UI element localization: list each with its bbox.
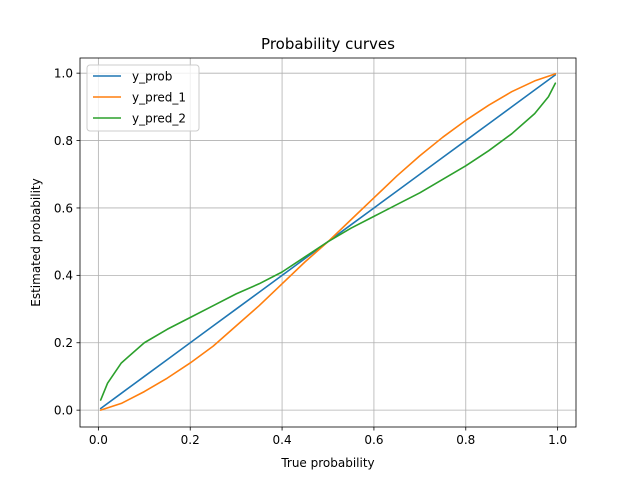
series-lines bbox=[99, 73, 557, 411]
legend-label: y_prob bbox=[132, 69, 172, 83]
legend-label: y_pred_1 bbox=[132, 90, 186, 104]
legend: y_prob y_pred_1 y_pred_2 bbox=[86, 64, 200, 132]
x-tick-label: 0.0 bbox=[89, 433, 108, 447]
series-line-y-pred-2 bbox=[99, 82, 557, 401]
plot-frame bbox=[79, 57, 577, 428]
y-axis-label: Estimated probability bbox=[29, 178, 43, 306]
legend-label: y_pred_2 bbox=[132, 111, 186, 125]
axis-ticks: 0.0 0.2 0.4 0.6 0.8 1.0 0.0 0.2 0.4 0.6 0.8 1.0 bbox=[54, 66, 567, 447]
y-tick-label: 0.6 bbox=[54, 201, 73, 215]
x-tick-label: 1.0 bbox=[548, 433, 567, 447]
x-axis-label: True probability bbox=[280, 456, 374, 470]
x-tick-label: 0.8 bbox=[456, 433, 475, 447]
chart-title: Probability curves bbox=[261, 35, 395, 53]
legend-box bbox=[86, 64, 200, 132]
y-tick-label: 0.8 bbox=[54, 134, 73, 148]
x-tick-label: 0.2 bbox=[181, 433, 200, 447]
y-tick-label: 0.2 bbox=[54, 336, 73, 350]
y-tick-label: 0.4 bbox=[54, 269, 73, 283]
y-tick-label: 0.0 bbox=[54, 403, 73, 417]
x-tick-label: 0.4 bbox=[273, 433, 292, 447]
grid-lines bbox=[80, 58, 576, 427]
y-tick-label: 1.0 bbox=[54, 66, 73, 80]
x-tick-label: 0.6 bbox=[364, 433, 383, 447]
